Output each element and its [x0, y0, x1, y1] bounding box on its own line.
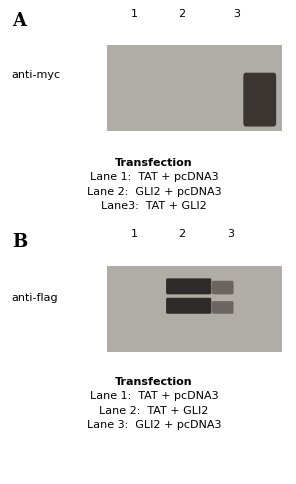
FancyBboxPatch shape: [107, 266, 281, 351]
FancyBboxPatch shape: [243, 74, 276, 127]
Text: Lane 1:  TAT + pcDNA3: Lane 1: TAT + pcDNA3: [90, 172, 218, 182]
Text: 1: 1: [131, 228, 138, 239]
Text: Lane3:  TAT + GLI2: Lane3: TAT + GLI2: [101, 201, 207, 211]
FancyBboxPatch shape: [166, 298, 211, 314]
Text: Transfection: Transfection: [115, 158, 193, 168]
FancyBboxPatch shape: [212, 281, 234, 295]
Text: 3: 3: [233, 9, 240, 19]
Text: anti-flag: anti-flag: [12, 293, 59, 302]
FancyBboxPatch shape: [212, 302, 234, 314]
Text: Lane 1:  TAT + pcDNA3: Lane 1: TAT + pcDNA3: [90, 391, 218, 401]
FancyBboxPatch shape: [107, 46, 281, 131]
Text: A: A: [12, 12, 26, 30]
Text: B: B: [12, 232, 27, 250]
Text: 2: 2: [178, 9, 186, 19]
Text: 3: 3: [227, 228, 234, 239]
Text: anti-myc: anti-myc: [12, 70, 61, 80]
Text: Lane 2:  TAT + GLI2: Lane 2: TAT + GLI2: [99, 405, 209, 415]
FancyBboxPatch shape: [166, 279, 211, 295]
Text: 1: 1: [131, 9, 138, 19]
Text: Transfection: Transfection: [115, 377, 193, 387]
Text: Lane 3:  GLI2 + pcDNA3: Lane 3: GLI2 + pcDNA3: [87, 420, 221, 430]
Text: Lane 2:  GLI2 + pcDNA3: Lane 2: GLI2 + pcDNA3: [87, 186, 221, 197]
Text: 2: 2: [178, 228, 186, 239]
